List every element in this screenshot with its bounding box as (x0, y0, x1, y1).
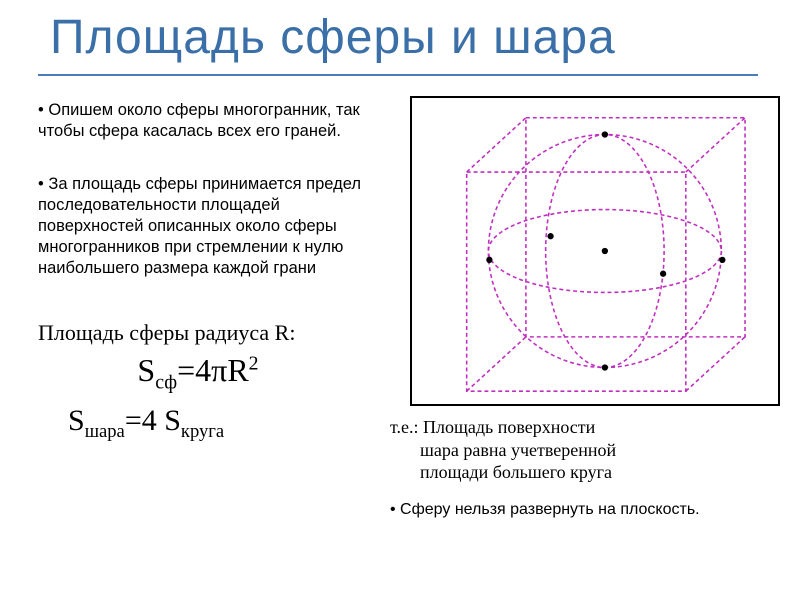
formula2-sub2: круга (181, 421, 224, 442)
title-underline (38, 74, 758, 76)
formula2-sub1: шара (85, 421, 125, 442)
sphere-in-cube-diagram (410, 96, 780, 406)
formula2-mid: =4 S (125, 404, 181, 437)
page-title: Площадь сферы и шара (50, 10, 616, 65)
formula1-subscript: сф (155, 371, 177, 393)
explanation-line2: шара равна учетверенной (390, 439, 760, 462)
explanation-text: т.е.: Площадь поверхности шара равна уче… (390, 416, 760, 484)
formula-sphere-area: Sсф=4πR2 (38, 352, 358, 394)
formula1-sup: 2 (249, 352, 259, 374)
formula-block: Площадь сферы радиуса R: Sсф=4πR2 Sшара=… (38, 320, 358, 443)
paragraph-limit: • За площадь сферы принимается предел по… (38, 174, 378, 280)
formula-caption: Площадь сферы радиуса R: (38, 320, 358, 346)
explanation-line3: площади большего круга (390, 461, 760, 484)
formula-ball-area: Sшара=4 Sкруга (38, 404, 358, 443)
paragraph-describe: • Опишем около сферы многогранник, так ч… (38, 100, 378, 142)
note-cannot-unfold: • Сферу нельзя развернуть на плоскость. (390, 500, 760, 520)
explanation-line1: т.е.: Площадь поверхности (390, 417, 595, 437)
formula1-rhs: =4πR (177, 352, 249, 388)
